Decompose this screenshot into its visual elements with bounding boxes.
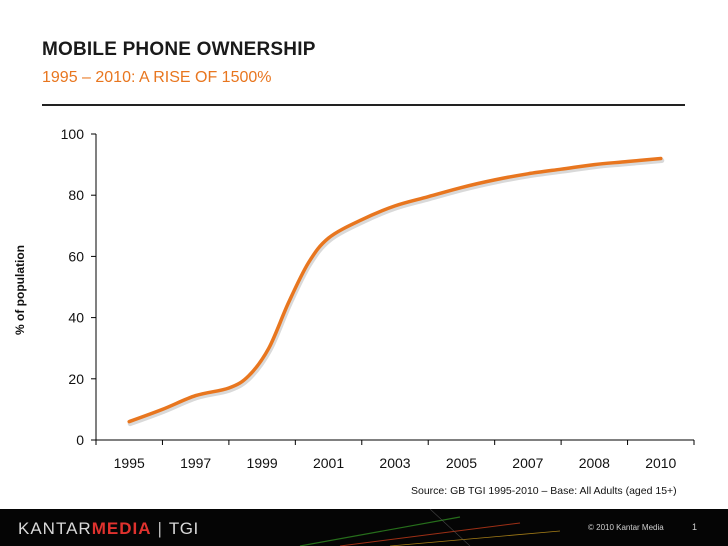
y-tick-label: 0 (76, 432, 84, 448)
series-lines (127, 156, 665, 427)
y-tick-label: 60 (68, 248, 84, 264)
x-tick-label: 1997 (180, 455, 211, 471)
x-tick-label: 2005 (446, 455, 477, 471)
y-axis-label: % of population (13, 245, 27, 335)
logo-kantar: KANTAR (18, 519, 92, 538)
x-tick-label: 2008 (579, 455, 610, 471)
copyright-text: © 2010 Kantar Media (588, 523, 664, 532)
y-tick-label: 80 (68, 187, 84, 203)
logo-media: MEDIA (91, 519, 152, 538)
series-line (127, 156, 663, 424)
title-divider (42, 104, 685, 106)
y-tick-label: 100 (61, 126, 85, 142)
y-tick-label: 40 (68, 310, 84, 326)
x-tick-label: 2003 (379, 455, 410, 471)
slide-title: MOBILE PHONE OWNERSHIP (42, 39, 316, 60)
x-tick-label: 2001 (313, 455, 344, 471)
x-tick-labels: 1995 1997 1999 2001 2003 2005 2007 2008 2010 (114, 455, 677, 471)
decorative-streaks (299, 509, 561, 546)
logo-separator: | (157, 519, 163, 538)
line-chart: 0 20 40 60 80 100 1995 1997 1999 2001 2003 2005 200… (61, 126, 695, 471)
y-tick-labels: 0 20 40 60 80 100 (61, 126, 85, 448)
footer-bar: KANTARMEDIA | TGI © 2010 Kantar Media 1 (0, 509, 728, 546)
x-tick-label: 2007 (512, 455, 543, 471)
chart-axes (91, 133, 695, 445)
x-tick-label: 1995 (114, 455, 145, 471)
slide-subtitle: 1995 – 2010: A RISE OF 1500% (42, 69, 272, 86)
kantar-media-tgi-logo: KANTARMEDIA | TGI (18, 519, 199, 539)
x-tick-label: 1999 (247, 455, 278, 471)
logo-tgi: TGI (168, 519, 199, 538)
y-tick-label: 20 (68, 371, 84, 387)
x-tick-label: 2010 (645, 455, 676, 471)
source-note: Source: GB TGI 1995-2010 – Base: All Adu… (411, 485, 677, 497)
page-number: 1 (692, 522, 698, 532)
series-line-shadow (127, 158, 665, 427)
